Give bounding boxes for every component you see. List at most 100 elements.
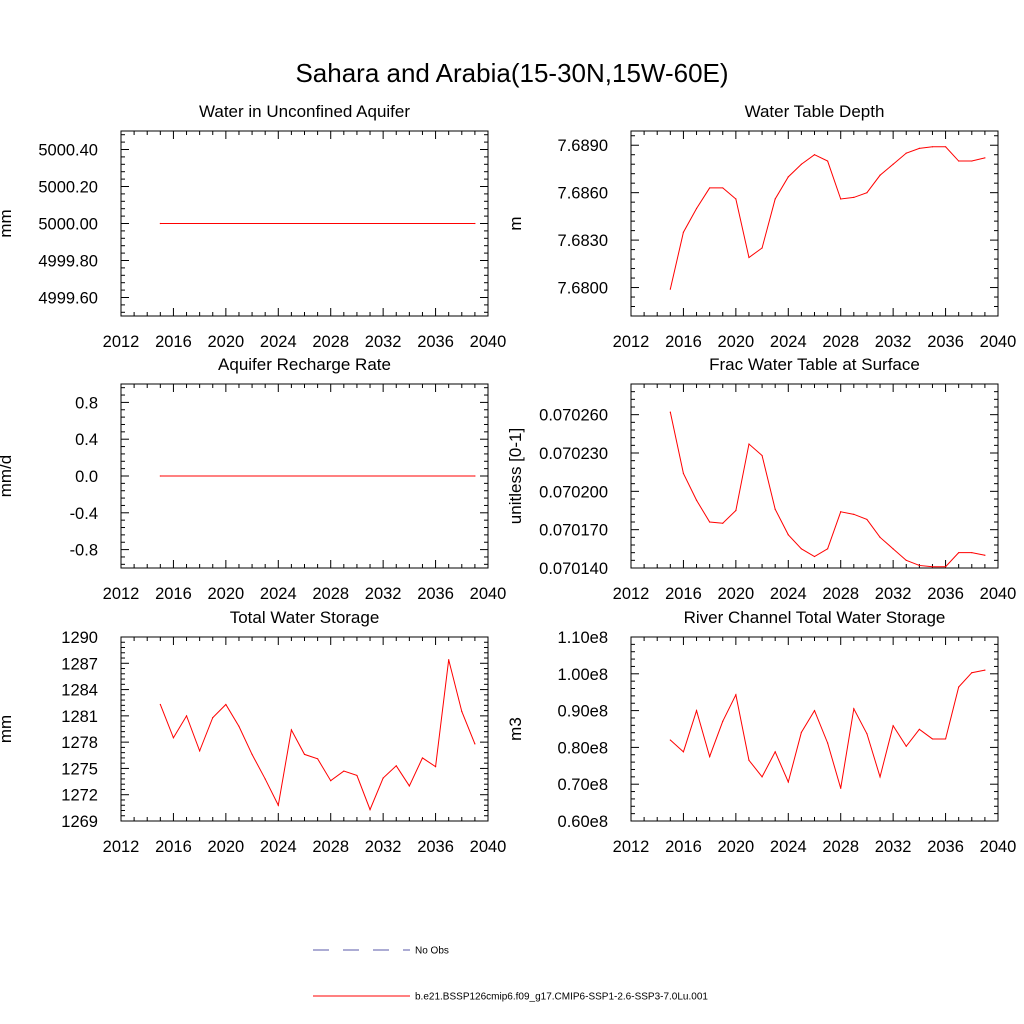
data-point xyxy=(199,750,201,752)
data-point xyxy=(984,669,986,671)
data-point xyxy=(722,522,724,524)
data-point xyxy=(827,742,829,744)
data-point xyxy=(813,555,816,558)
data-point xyxy=(761,247,763,249)
x-tick-label: 2016 xyxy=(155,585,192,603)
y-tick-label: 7.6830 xyxy=(558,232,608,250)
y-tick-label: -0.8 xyxy=(70,542,98,560)
panel-5: Total Water Storage mm 2012 2016 2020 2024 202… xyxy=(0,608,506,856)
data-point xyxy=(984,157,986,159)
x-tick-label: 2012 xyxy=(613,333,650,351)
series-line xyxy=(669,412,985,568)
data-point xyxy=(474,475,476,477)
x-tick-label: 2016 xyxy=(665,333,702,351)
x-tick-label: 2028 xyxy=(312,333,349,351)
y-tick-label: 1275 xyxy=(61,760,98,778)
x-tick-label: 2020 xyxy=(207,585,244,603)
x-tick-label: 2020 xyxy=(717,585,754,603)
data-point xyxy=(735,198,737,200)
panel-title: Aquifer Recharge Rate xyxy=(218,355,391,374)
data-point xyxy=(800,163,802,165)
data-point xyxy=(787,534,789,536)
series-line xyxy=(669,669,985,789)
data-point xyxy=(159,222,161,225)
data-point xyxy=(827,548,829,550)
y-tick-label: 1278 xyxy=(61,734,98,752)
x-tick-label: 2036 xyxy=(927,585,964,603)
data-point xyxy=(225,703,227,706)
x-tick-label: 2012 xyxy=(103,333,140,351)
legend-label-no-obs: No Obs xyxy=(415,946,449,957)
data-point xyxy=(971,672,973,674)
y-tick-label: 5000.40 xyxy=(38,142,98,160)
x-tick-label: 2028 xyxy=(312,838,349,856)
legend-entry-no-obs: No Obs xyxy=(313,946,449,957)
x-tick-label: 2036 xyxy=(927,838,964,856)
data-point xyxy=(748,759,750,761)
panel-title: Total Water Storage xyxy=(230,608,380,627)
data-point xyxy=(866,733,868,735)
data-point xyxy=(774,751,776,753)
legend-label-model-run: b.e21.BSSP126cmip6.f09_g17.CMIP6-SSP1-2.… xyxy=(415,992,708,1003)
y-tick-label: 0.070200 xyxy=(539,483,608,501)
data-point xyxy=(382,777,384,779)
data-point xyxy=(238,725,240,727)
y-axis-label: m3 xyxy=(506,717,525,741)
data-point xyxy=(853,513,855,515)
data-point xyxy=(303,753,306,756)
data-point xyxy=(669,739,671,741)
x-tick-label: 2036 xyxy=(417,333,454,351)
y-tick-label: 0.070140 xyxy=(539,560,608,578)
y-tick-label: 7.6800 xyxy=(558,280,608,298)
data-point xyxy=(931,566,934,568)
y-tick-label: 4999.80 xyxy=(38,253,98,271)
data-point xyxy=(395,765,397,767)
x-tick-label: 2020 xyxy=(207,333,244,351)
data-point xyxy=(827,160,829,162)
x-tick-label: 2016 xyxy=(155,333,192,351)
data-point xyxy=(709,521,711,523)
y-tick-label: 0.8 xyxy=(75,394,98,412)
data-point xyxy=(905,745,907,747)
y-tick-label: 1.10e8 xyxy=(558,629,608,647)
x-tick-label: 2024 xyxy=(770,585,807,603)
data-point xyxy=(669,411,671,413)
y-axis-label: mm xyxy=(0,209,15,237)
y-tick-label: 5000.00 xyxy=(38,216,98,234)
data-point xyxy=(944,566,947,568)
x-tick-label: 2024 xyxy=(260,838,297,856)
data-point xyxy=(722,720,724,722)
y-tick-label: 1281 xyxy=(61,708,98,726)
legend: No Obs b.e21.BSSP126cmip6.f09_g17.CMIP6-… xyxy=(313,946,708,1003)
data-point xyxy=(918,728,920,730)
data-point xyxy=(159,703,161,706)
x-tick-label: 2024 xyxy=(770,838,807,856)
data-point xyxy=(931,738,934,740)
x-tick-label: 2032 xyxy=(875,838,912,856)
data-point xyxy=(408,785,410,787)
data-point xyxy=(879,174,881,176)
data-point xyxy=(317,758,319,760)
data-point xyxy=(369,809,371,811)
data-point xyxy=(944,146,947,148)
data-point xyxy=(892,548,894,550)
data-point xyxy=(800,548,802,550)
y-axis-label: mm xyxy=(0,715,15,743)
plot-frame xyxy=(120,383,489,569)
data-point xyxy=(761,776,763,778)
data-point xyxy=(866,518,868,521)
data-point xyxy=(748,443,750,445)
data-point xyxy=(709,756,711,758)
data-point xyxy=(774,508,776,510)
data-point xyxy=(840,511,842,513)
y-tick-label: -0.4 xyxy=(70,505,98,523)
data-point xyxy=(682,472,685,475)
data-point xyxy=(853,196,855,199)
x-tick-label: 2036 xyxy=(927,333,964,351)
y-tick-label: 0.070230 xyxy=(539,445,608,463)
panel-4: Frac Water Table at Surface unitless [0-1… xyxy=(506,355,1016,603)
data-point xyxy=(343,770,345,772)
y-tick-label: 0.0 xyxy=(75,468,98,486)
x-tick-label: 2012 xyxy=(613,585,650,603)
data-point xyxy=(330,780,332,782)
